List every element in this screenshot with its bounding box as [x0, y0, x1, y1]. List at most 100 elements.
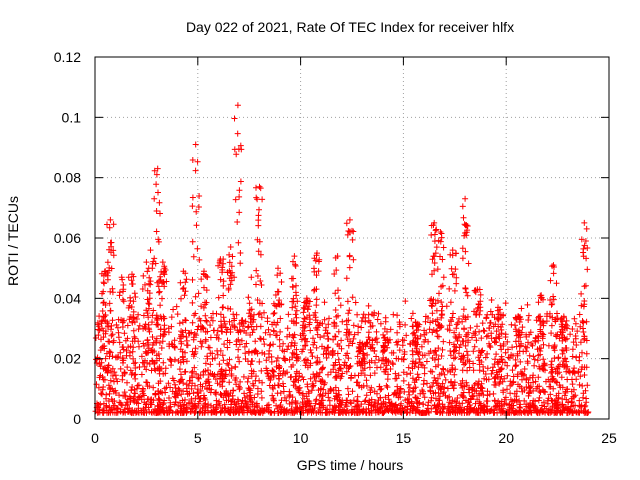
data-point	[270, 310, 277, 317]
data-point	[519, 376, 525, 383]
data-point	[124, 322, 131, 329]
data-point	[235, 239, 242, 246]
data-point	[228, 263, 235, 270]
data-point	[179, 286, 186, 292]
data-point	[435, 345, 442, 352]
data-point	[331, 362, 338, 369]
data-point	[359, 314, 366, 321]
data-point	[555, 390, 562, 397]
data-point	[412, 410, 419, 416]
data-point	[509, 344, 516, 351]
data-point	[577, 339, 584, 346]
data-point	[195, 374, 201, 381]
data-point	[512, 326, 519, 333]
data-point	[325, 321, 332, 328]
data-point	[236, 409, 243, 416]
data-point	[146, 280, 152, 287]
data-point	[304, 383, 311, 390]
data-point	[474, 306, 481, 312]
data-point	[321, 381, 328, 388]
data-point	[507, 390, 514, 397]
data-point	[113, 321, 120, 328]
data-point	[226, 356, 233, 363]
data-point	[449, 247, 456, 254]
data-point	[207, 334, 214, 341]
data-point	[136, 322, 143, 329]
data-point	[526, 331, 533, 338]
data-point	[428, 296, 435, 302]
data-point	[345, 330, 352, 337]
data-point	[431, 356, 438, 363]
data-point	[104, 364, 111, 371]
data-point	[450, 385, 457, 392]
data-point	[192, 141, 199, 148]
data-point	[433, 307, 440, 314]
data-point	[453, 274, 460, 281]
data-point	[178, 295, 184, 302]
data-point	[253, 281, 259, 288]
data-point	[381, 334, 388, 341]
data-point	[145, 314, 152, 321]
data-point	[397, 402, 404, 409]
data-point	[509, 408, 516, 415]
data-point	[134, 385, 140, 392]
data-point	[336, 343, 343, 349]
data-point	[290, 362, 296, 368]
data-point	[578, 290, 585, 297]
data-point	[283, 397, 290, 404]
data-point	[521, 409, 528, 416]
data-point	[246, 387, 253, 394]
data-point	[223, 397, 230, 404]
data-point	[502, 300, 509, 307]
data-point	[275, 300, 282, 307]
data-point	[299, 409, 305, 416]
data-point	[409, 339, 416, 346]
data-point	[191, 364, 198, 371]
data-point	[253, 373, 259, 380]
data-point	[344, 385, 351, 392]
data-point	[312, 257, 319, 264]
data-point	[228, 404, 234, 411]
data-point	[504, 386, 510, 393]
data-point	[558, 321, 565, 328]
data-point	[320, 364, 326, 371]
data-point	[493, 328, 500, 335]
data-point	[420, 401, 427, 408]
data-point	[358, 370, 365, 377]
data-point	[224, 344, 231, 351]
data-point	[266, 342, 273, 349]
data-point	[129, 338, 136, 345]
data-point	[524, 344, 530, 351]
data-point	[234, 102, 241, 109]
data-point	[189, 238, 196, 245]
data-point	[192, 310, 199, 317]
data-point	[212, 355, 218, 362]
data-point	[291, 342, 298, 349]
data-point	[144, 287, 151, 294]
data-point	[178, 340, 185, 347]
data-point	[189, 319, 196, 326]
data-point	[162, 365, 169, 372]
data-point	[226, 251, 233, 258]
data-point	[346, 307, 353, 314]
x-tick-label: 0	[91, 430, 99, 446]
data-point	[341, 406, 348, 413]
data-point	[274, 288, 281, 295]
data-point	[310, 335, 316, 342]
data-point	[178, 328, 185, 335]
data-point	[176, 379, 183, 385]
data-point	[194, 158, 201, 165]
data-point	[561, 392, 568, 399]
data-point	[96, 313, 103, 320]
data-point	[350, 335, 357, 342]
data-point	[339, 318, 346, 325]
data-point	[550, 270, 557, 277]
data-point	[151, 195, 158, 202]
data-point	[300, 309, 307, 316]
data-point	[449, 362, 456, 369]
data-point	[429, 318, 436, 324]
data-point	[411, 332, 418, 339]
data-point	[163, 384, 170, 391]
data-point	[464, 409, 471, 416]
y-tick-label: 0.04	[54, 290, 81, 306]
